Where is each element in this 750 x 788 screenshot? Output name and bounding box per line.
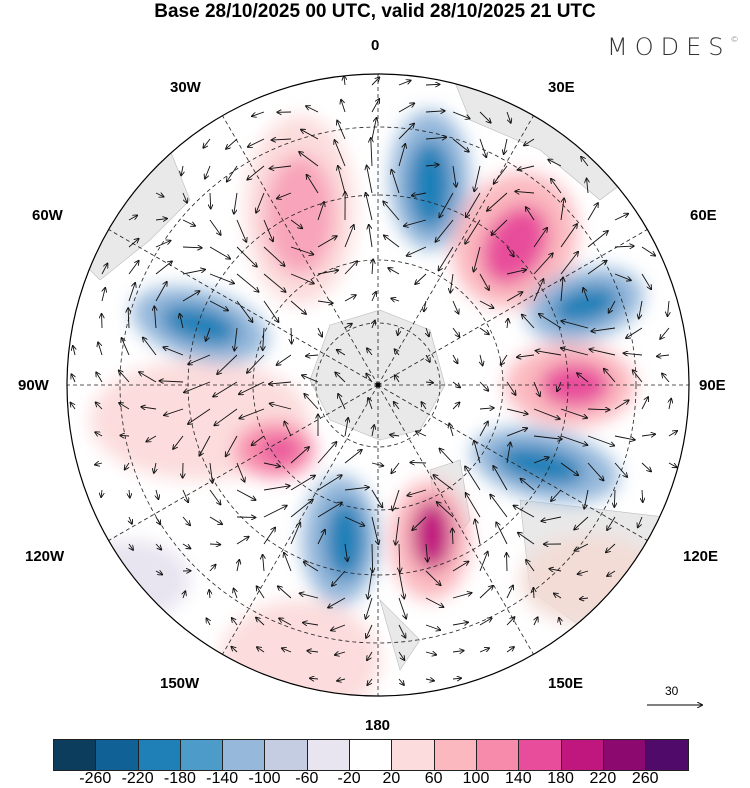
colorbar-swatch xyxy=(646,740,688,770)
lon-label-30w: 30W xyxy=(170,79,201,96)
colorbar-swatch xyxy=(223,740,265,770)
lon-label-0: 0 xyxy=(371,37,379,54)
lon-label-30e: 30E xyxy=(548,79,575,96)
colorbar-swatch xyxy=(435,740,477,770)
colorbar-swatch xyxy=(96,740,138,770)
colorbar-swatch xyxy=(477,740,519,770)
lon-label-120w: 120W xyxy=(25,548,64,565)
lon-label-150e: 150E xyxy=(548,675,583,692)
wind-arrow xyxy=(120,435,129,436)
colorbar-swatch xyxy=(392,740,434,770)
lon-label-150w: 150W xyxy=(160,675,199,692)
colorbar-swatch xyxy=(308,740,350,770)
polar-map xyxy=(0,0,750,735)
colorbar-swatch xyxy=(350,740,392,770)
lon-label-90w: 90W xyxy=(18,377,49,394)
colorbar-swatch xyxy=(181,740,223,770)
lon-label-90e: 90E xyxy=(699,377,726,394)
colorbar-swatch xyxy=(562,740,604,770)
colorbar-swatch xyxy=(604,740,646,770)
colorbar-swatch xyxy=(265,740,307,770)
colorbar-swatch xyxy=(519,740,561,770)
reference-vector-label: 30 xyxy=(665,684,678,698)
lon-label-120e: 120E xyxy=(683,548,718,565)
colorbar-tick-label: 260 xyxy=(620,770,670,788)
colorbar xyxy=(53,739,689,771)
wind-arrow xyxy=(291,328,292,344)
pole-marker xyxy=(376,383,381,388)
colorbar-swatch xyxy=(139,740,181,770)
lon-label-180: 180 xyxy=(365,717,390,734)
wind-arrow xyxy=(372,544,373,572)
colorbar-swatch xyxy=(54,740,96,770)
wind-arrow xyxy=(533,588,534,598)
lon-label-60e: 60E xyxy=(690,207,717,224)
lon-label-60w: 60W xyxy=(32,207,63,224)
wind-arrow xyxy=(210,544,220,545)
wind-arrow xyxy=(410,462,426,463)
